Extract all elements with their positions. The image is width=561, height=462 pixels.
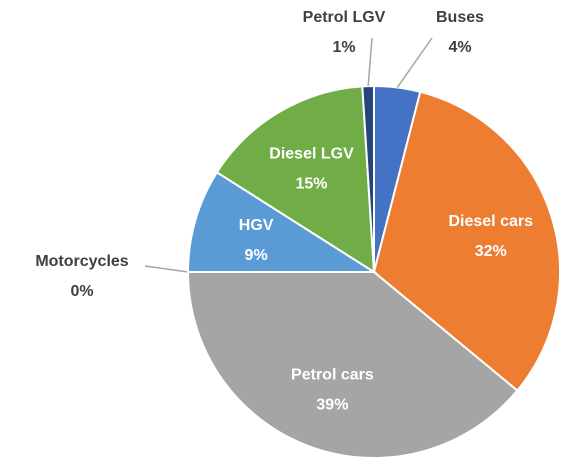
category-label: Motorcycles [35,253,128,270]
category-label: Diesel cars [448,213,533,230]
data-label: HGV 9% [239,217,274,264]
leader-line [144,265,189,273]
value-label: 0% [70,283,93,300]
pie-slice [372,90,561,392]
pie-slice [215,85,376,274]
leader-line [367,37,373,87]
category-label: Petrol cars [291,367,374,384]
category-label: Buses [436,9,484,26]
data-label: Diesel cars 32% [448,213,533,260]
leader-line [396,37,433,88]
value-label: 9% [245,247,268,264]
value-label: 1% [332,39,355,56]
data-label: Petrol cars 39% [291,367,374,414]
value-label: 4% [448,39,471,56]
category-label: Petrol LGV [303,9,386,26]
value-label: 32% [475,243,507,260]
pie-slice [186,170,378,273]
category-label: Diesel LGV [269,146,354,163]
data-label: Motorcycles 0% [35,253,128,300]
data-label: Petrol LGV 1% [303,9,386,56]
value-label: 39% [316,397,348,414]
pie-slice [186,271,519,459]
value-label: 15% [295,176,327,193]
data-label: Buses 4% [436,9,484,56]
category-label: HGV [239,217,274,234]
data-label: Diesel LGV 15% [269,146,354,193]
